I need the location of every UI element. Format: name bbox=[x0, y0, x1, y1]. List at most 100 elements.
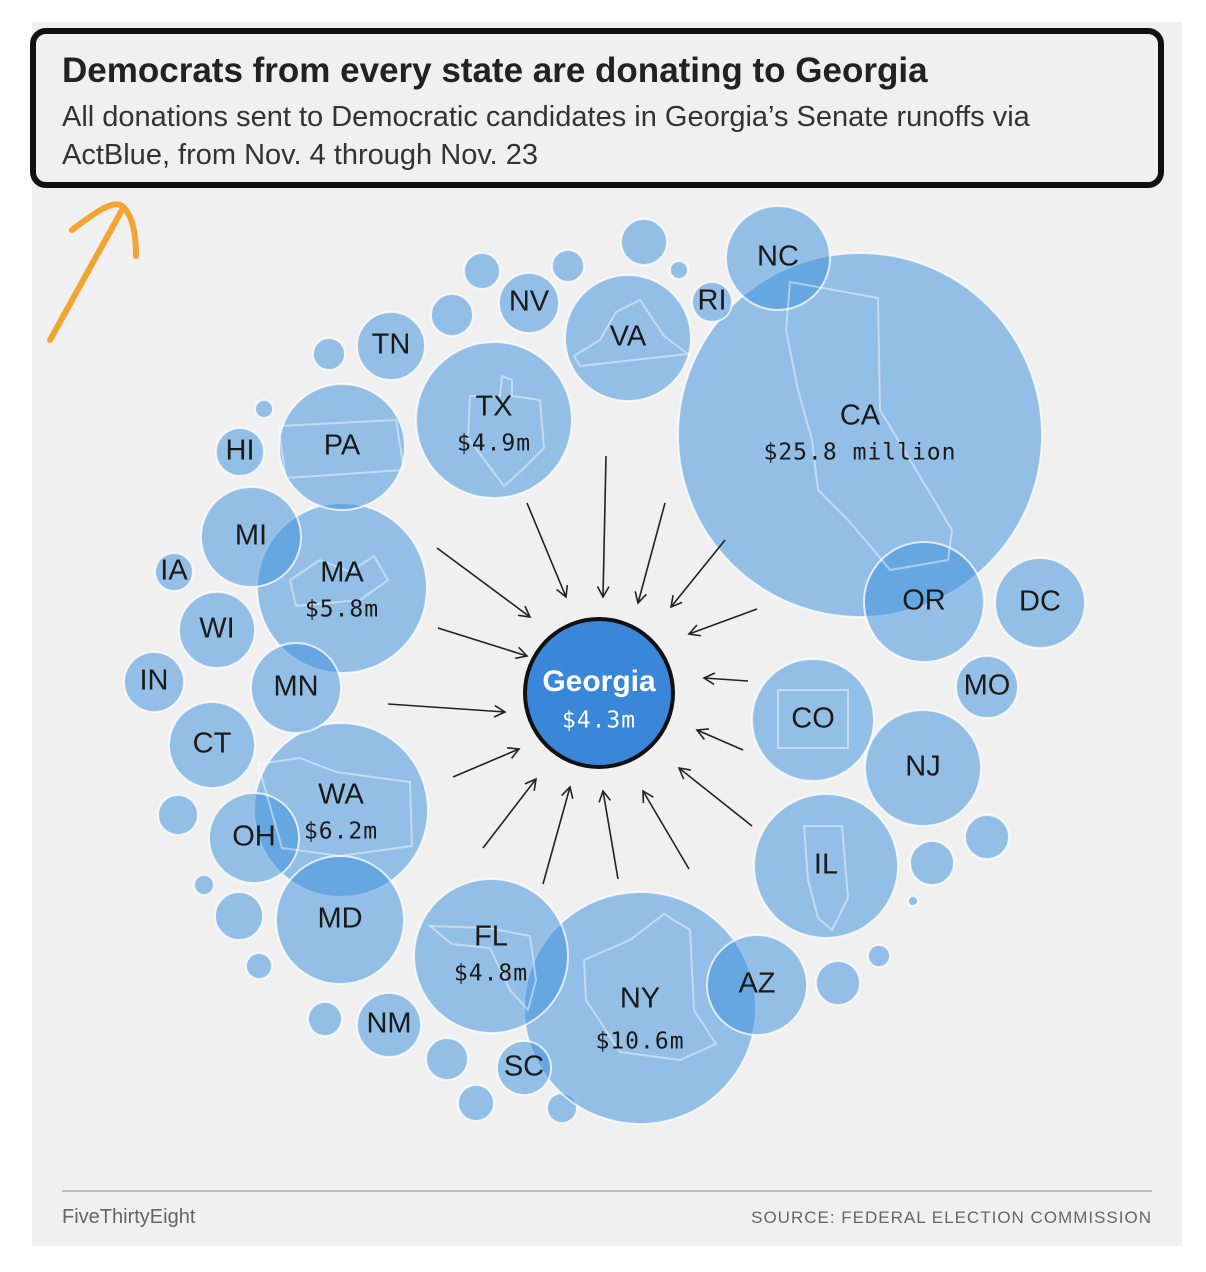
orange-arrow-icon bbox=[47, 201, 139, 343]
small-state-bubble bbox=[964, 814, 1010, 860]
il-state-outline bbox=[802, 825, 850, 932]
small-state-bubble bbox=[457, 1084, 495, 1122]
flow-arrow bbox=[526, 502, 569, 599]
small-state-bubble bbox=[312, 337, 346, 371]
ny-state-outline bbox=[582, 912, 718, 1062]
small-state-bubble bbox=[307, 1001, 343, 1037]
small-state-bubble bbox=[815, 960, 861, 1006]
small-state-bubble bbox=[551, 249, 585, 283]
label-nv: NV bbox=[509, 286, 550, 318]
bubble-mi bbox=[200, 486, 302, 588]
bubble-nj bbox=[864, 709, 982, 827]
bubble-md bbox=[275, 855, 405, 985]
flow-arrow bbox=[542, 785, 574, 885]
label-ca: CA bbox=[840, 400, 881, 432]
title-box: Democrats from every state are donating … bbox=[30, 28, 1164, 188]
tx-state-outline bbox=[466, 374, 546, 488]
label-wi: WI bbox=[199, 613, 234, 645]
label-tx: TX bbox=[475, 391, 512, 423]
small-state-bubble bbox=[430, 293, 474, 337]
value-ma: $5.8m bbox=[305, 597, 379, 623]
label-nm: NM bbox=[366, 1008, 411, 1040]
bubble-sc bbox=[496, 1040, 552, 1096]
flow-arrow bbox=[642, 789, 690, 870]
va-state-outline bbox=[572, 298, 691, 368]
label-ny: NY bbox=[620, 983, 660, 1015]
footer-divider bbox=[62, 1190, 1152, 1192]
state-bubbles bbox=[123, 205, 1086, 1125]
flow-arrow bbox=[702, 672, 749, 686]
small-state-bubble bbox=[620, 218, 668, 266]
flow-arrow bbox=[669, 539, 726, 609]
brand-label: FiveThirtyEight bbox=[62, 1206, 196, 1228]
annotation-arrow bbox=[47, 201, 139, 343]
label-ia: IA bbox=[160, 555, 188, 587]
label-georgia: Georgia bbox=[542, 665, 656, 698]
flow-arrow bbox=[598, 789, 619, 880]
co-state-outline bbox=[777, 689, 849, 749]
flow-arrow bbox=[634, 502, 666, 605]
value-wa: $6.2m bbox=[304, 819, 378, 845]
small-state-bubble bbox=[245, 952, 273, 980]
bubble-fl bbox=[413, 878, 569, 1034]
bubble-nc bbox=[725, 205, 831, 311]
flow-arrow bbox=[596, 455, 610, 599]
label-nj: NJ bbox=[905, 751, 940, 783]
bubble-georgia bbox=[523, 617, 675, 769]
small-state-bubble bbox=[867, 944, 891, 968]
flow-arrow bbox=[437, 627, 529, 660]
bubble-hi bbox=[215, 427, 265, 477]
bubble-mo bbox=[955, 655, 1019, 719]
bubble-az bbox=[706, 934, 808, 1036]
chart-title: Democrats from every state are donating … bbox=[62, 51, 928, 90]
label-hi: HI bbox=[226, 435, 255, 467]
bubble-nm bbox=[356, 992, 422, 1058]
unlabeled-state-bubbles bbox=[157, 218, 1010, 1124]
small-state-bubble bbox=[157, 794, 199, 836]
flow-arrow bbox=[677, 766, 753, 827]
bubble-tx bbox=[415, 341, 573, 499]
label-il: IL bbox=[814, 849, 838, 881]
bubble-oh bbox=[208, 792, 300, 884]
flow-arrow bbox=[482, 777, 538, 849]
bubble-in bbox=[123, 651, 185, 713]
label-or: OR bbox=[902, 585, 946, 617]
label-mi: MI bbox=[235, 520, 267, 552]
bubble-il bbox=[753, 793, 899, 939]
small-state-bubble bbox=[909, 840, 955, 886]
label-dc: DC bbox=[1019, 586, 1061, 618]
state-labels: CA $25.8 million NY $10.6m WA $6.2m MA $5.8m TX $… bbox=[140, 241, 1061, 1083]
label-co: CO bbox=[791, 703, 835, 735]
bubble-tn bbox=[356, 311, 426, 381]
label-nc: NC bbox=[757, 241, 799, 273]
wa-state-outline bbox=[256, 756, 414, 858]
bubble-co bbox=[751, 658, 875, 782]
flow-arrow bbox=[452, 747, 521, 778]
bubble-nv bbox=[498, 272, 560, 334]
small-state-bubble bbox=[254, 399, 274, 419]
chart-subtitle: All donations sent to Democratic candida… bbox=[62, 101, 1030, 171]
label-va: VA bbox=[610, 321, 647, 353]
label-in: IN bbox=[140, 665, 169, 697]
small-state-bubble bbox=[193, 874, 215, 896]
pa-state-outline bbox=[276, 418, 406, 480]
label-md: MD bbox=[317, 903, 362, 935]
value-ca: $25.8 million bbox=[763, 440, 956, 466]
bubble-mn bbox=[250, 642, 342, 734]
label-tn: TN bbox=[372, 329, 411, 361]
small-state-bubble bbox=[463, 252, 501, 290]
label-pa: PA bbox=[324, 430, 361, 462]
flow-arrow bbox=[387, 703, 507, 718]
label-ma: MA bbox=[320, 557, 364, 589]
small-state-bubble bbox=[425, 1037, 469, 1081]
label-az: AZ bbox=[738, 968, 775, 1000]
small-state-bubble bbox=[907, 895, 919, 907]
bubble-pa bbox=[278, 383, 406, 511]
label-sc: SC bbox=[504, 1051, 544, 1083]
bubble-ia bbox=[154, 552, 194, 592]
bubble-ca bbox=[677, 252, 1043, 618]
label-ct: CT bbox=[193, 728, 232, 760]
bubble-or bbox=[863, 541, 985, 663]
value-ny: $10.6m bbox=[595, 1029, 684, 1055]
